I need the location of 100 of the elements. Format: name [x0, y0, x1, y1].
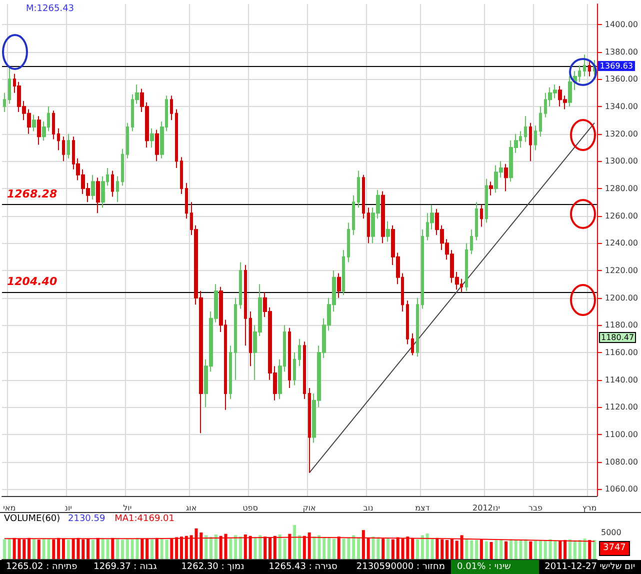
ref-line-label: 1369.63: [600, 62, 634, 71]
candlestick: [347, 222, 350, 263]
bar: [534, 540, 538, 559]
candlestick: [32, 114, 36, 132]
candlestick: [96, 177, 100, 214]
candlestick: [175, 108, 178, 168]
candlestick: [298, 338, 301, 367]
bar: [204, 535, 208, 559]
bar: [32, 538, 36, 559]
candlestick: [293, 352, 296, 386]
ref-line-label: 1204.40: [7, 274, 58, 288]
candlestick: [249, 311, 252, 367]
candlestick: [381, 190, 385, 244]
bar: [120, 540, 124, 559]
bar: [234, 535, 238, 559]
x-tick-label: מאי: [3, 504, 16, 512]
text: 2011-12-27 יום שלישי: [544, 561, 636, 574]
annotation: M:1265.43: [26, 4, 74, 15]
bar: [544, 540, 547, 559]
candlestick: [475, 202, 478, 241]
bar: [475, 540, 478, 559]
candlestick: [234, 297, 237, 380]
candlestick: [529, 122, 532, 162]
bar: [214, 534, 218, 559]
text: 2130.59: [68, 514, 106, 525]
bar: [352, 535, 356, 559]
y-tick-label: 1080.00: [604, 457, 638, 466]
bar: [538, 540, 542, 559]
candlestick: [244, 264, 247, 346]
bar: [254, 538, 257, 559]
bar: [238, 536, 242, 559]
bar: [426, 534, 429, 559]
text: 5000: [601, 527, 622, 538]
text: 0.01% : שינוי: [451, 560, 539, 574]
text: MA1:4169.01: [114, 514, 174, 525]
bar: [293, 525, 296, 559]
candlestick: [352, 194, 355, 236]
candlestick: [386, 220, 390, 242]
bar: [328, 537, 331, 559]
candlestick: [303, 341, 306, 400]
candlestick: [126, 122, 129, 159]
bar: [416, 539, 420, 559]
candlestick: [229, 345, 232, 400]
bar: [150, 539, 154, 559]
candlestick: [534, 125, 537, 151]
text: 1269.37 : גבוה: [92, 561, 158, 574]
candlestick: [367, 207, 370, 244]
candlestick: [362, 174, 365, 220]
y-tick-label: 1120.00: [604, 402, 638, 412]
text: 1265.43 : סגירה: [268, 561, 338, 574]
candlestick: [8, 65, 11, 104]
bar: [298, 535, 301, 559]
bar: [514, 540, 518, 559]
bar: [484, 541, 488, 559]
x-tick-label: אוק: [302, 504, 316, 512]
y-tick-label: 1400.00: [604, 20, 638, 29]
candlestick: [111, 170, 114, 198]
bar: [490, 542, 493, 559]
candlestick: [288, 327, 291, 389]
text: 1265.02 : פתיחה: [5, 561, 78, 574]
candlestick: [583, 54, 586, 77]
y-tick-label: 1160.00: [604, 348, 638, 357]
y-tick-label: 1100.00: [604, 430, 638, 439]
text: 2130590000 : מחזור: [355, 561, 446, 574]
candlestick: [57, 128, 60, 151]
y-tick-label: 1280.00: [604, 184, 638, 193]
candlestick: [539, 106, 542, 138]
candlestick: [504, 163, 508, 192]
bar: [258, 535, 262, 559]
candlestick: [524, 116, 527, 143]
y-tick-label: 1180.00: [604, 320, 638, 330]
text: 3747: [599, 541, 630, 556]
y-tick-label: 1140.00: [604, 375, 638, 384]
candlestick: [180, 156, 183, 194]
candlestick: [150, 128, 154, 148]
candlestick: [170, 95, 173, 121]
bar: [386, 538, 390, 559]
candlestick: [239, 262, 242, 310]
bar: [229, 538, 232, 559]
y-tick-label: 1240.00: [604, 238, 638, 248]
bar: [593, 540, 596, 559]
candlestick: [62, 136, 65, 162]
text: 1180.47: [599, 332, 636, 343]
candlestick: [67, 133, 70, 159]
bar: [465, 539, 468, 559]
x-tick-label: יונ: [64, 504, 72, 512]
candlestick: [411, 332, 414, 356]
y-tick-label: 1380.00: [604, 47, 638, 56]
candlestick: [480, 204, 483, 228]
bar: [209, 536, 212, 559]
bar: [2, 539, 6, 559]
y-tick-label: 1360.00: [604, 74, 638, 84]
bar: [500, 540, 503, 559]
candlestick: [116, 176, 119, 203]
bar: [357, 537, 360, 559]
x-tick-label: יול: [123, 504, 132, 512]
candlestick: [489, 181, 493, 196]
candlestick: [588, 60, 591, 77]
text: 1262.30 : נמוך: [180, 561, 246, 574]
candlestick: [308, 388, 311, 474]
